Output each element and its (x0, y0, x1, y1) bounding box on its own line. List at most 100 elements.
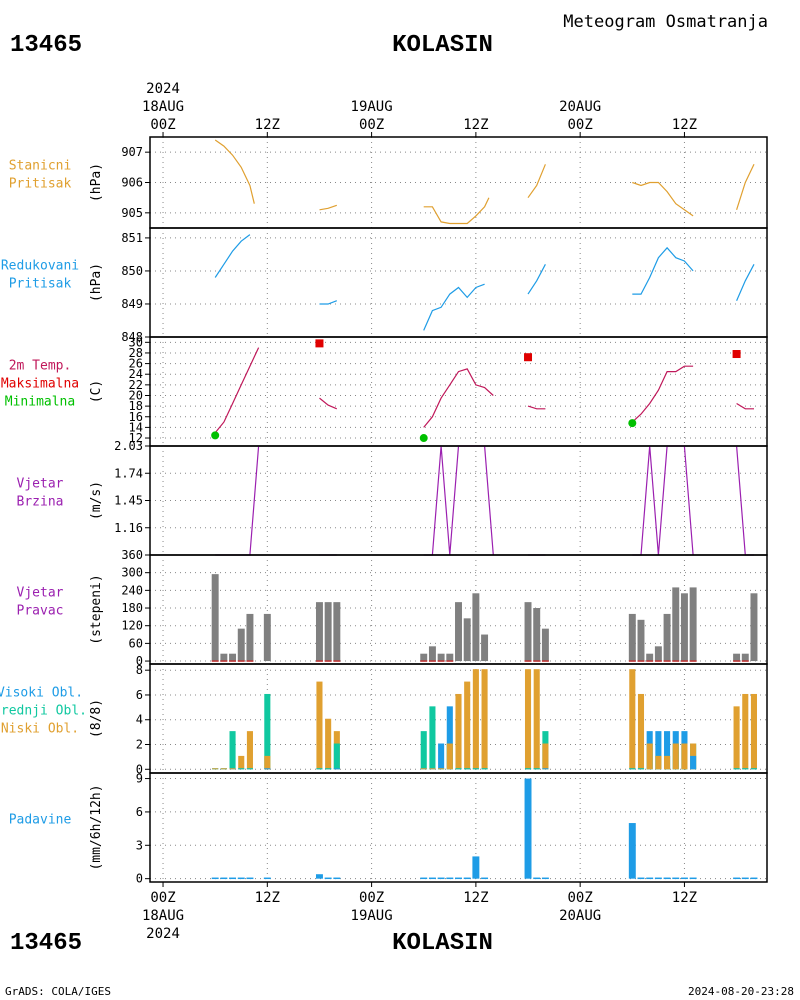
bar-precipitation (663, 877, 671, 880)
cloud-bar-high (333, 768, 340, 770)
panel-label-pressure: Pritisak (9, 177, 72, 192)
panel-frame-wind_speed (149, 445, 768, 556)
series-line-temperature (423, 368, 494, 428)
panel-label-wind_direction: Vjetar (17, 586, 64, 601)
ytick-label-wind_speed: 1.16 (114, 521, 143, 535)
cloud-bar-middle (455, 768, 462, 770)
bar-wind_direction (446, 653, 454, 662)
bar-precipitation (533, 877, 541, 880)
panel-label-temperature: 2m Temp. (9, 359, 72, 374)
cloud-bar-middle (637, 768, 645, 770)
station-id-bottom: 13465 (10, 930, 83, 957)
cloud-bar-high (542, 768, 549, 770)
bar-precipitation (689, 877, 697, 880)
min-temp-point (419, 434, 428, 443)
cloud-bar-middle (533, 768, 540, 770)
bar-precipitation (654, 877, 662, 880)
cloud-bar-high (446, 706, 453, 770)
ytick-label-cloud_cover: 6 (136, 688, 143, 702)
cloud-bar-low (742, 693, 749, 770)
cloud-bar-low (429, 768, 436, 770)
ytick-label-cloud_cover: 0 (136, 762, 143, 776)
series-line-temperature (214, 347, 260, 434)
bar-precipitation (333, 877, 341, 880)
series-line-wind_speed (423, 445, 494, 556)
ylabel-wind_speed: (m/s) (89, 481, 104, 520)
bar-precipitation (229, 877, 237, 880)
cloud-bar-middle (246, 768, 253, 770)
ylabel-precipitation: (mm/6h/12h) (89, 784, 104, 870)
cloud-bar-high (264, 768, 271, 770)
series-line-reduced_pressure (632, 246, 694, 295)
ytick-label-reduced_pressure: 849 (121, 297, 143, 311)
bar-wind_direction (211, 574, 219, 662)
series-line-reduced_pressure (319, 300, 338, 305)
cloud-bar-middle (481, 768, 488, 770)
cloud-bar-middle (264, 693, 271, 770)
ytick-label-precipitation: 9 (136, 772, 143, 786)
series-line-temperature (319, 397, 338, 410)
xtick-label-bottom: 00Z (568, 890, 593, 906)
bar-precipitation (541, 877, 549, 880)
series-line-pressure (423, 197, 490, 225)
cloud-bar-low (238, 755, 245, 770)
ytick-label-temperature: 14 (129, 420, 143, 434)
panel-frame-precipitation (149, 772, 768, 883)
bar-wind_direction (472, 593, 480, 662)
panel-wind_speed (145, 445, 768, 556)
ytick-label-wind_direction: 0 (136, 654, 143, 668)
bar-wind_direction (420, 653, 428, 662)
ytick-label-wind_direction: 240 (121, 583, 143, 597)
series-line-reduced_pressure (423, 283, 485, 331)
bar-precipitation (437, 877, 445, 880)
ytick-label-temperature: 20 (129, 388, 143, 402)
panel-label-cloud_cover: Visoki Obl. (0, 686, 83, 701)
bar-precipitation (220, 877, 228, 880)
cloud-bar-low (481, 669, 488, 770)
cloud-bar-low (446, 743, 453, 770)
bar-wind_direction (263, 613, 271, 662)
cloud-bar-middle (472, 768, 479, 770)
panel-label-wind_speed: Brzina (17, 495, 64, 510)
panel-frame-reduced_pressure (149, 227, 768, 338)
bar-precipitation (750, 877, 758, 880)
panel-label-pressure: Stanicni (9, 159, 72, 174)
ylabel-temperature: (C) (89, 380, 104, 403)
cloud-bar-middle (420, 731, 427, 770)
ytick-label-temperature: 26 (129, 357, 143, 371)
xtick-label-top: 12Z (255, 117, 280, 133)
bar-wind_direction (628, 613, 636, 662)
station-id-top: 13465 (10, 32, 83, 59)
cloud-bar-middle (750, 768, 758, 770)
bar-precipitation (428, 877, 436, 880)
day-label-bottom: 18AUG (142, 908, 184, 924)
cloud-bar-low (524, 669, 532, 770)
cloud-bar-low (629, 669, 636, 770)
bar-precipitation (637, 877, 645, 880)
cloud-bar-middle (238, 768, 245, 770)
ytick-label-wind_direction: 300 (121, 566, 143, 580)
day-label-bottom: 19AUG (351, 908, 393, 924)
day-label-bottom: 20AUG (559, 908, 601, 924)
panel-wind_direction (145, 554, 768, 665)
bar-precipitation (463, 877, 471, 880)
cloud-bar-low (438, 768, 445, 770)
cloud-bar-low (316, 681, 323, 770)
bar-precipitation (315, 874, 323, 879)
bar-wind_direction (663, 613, 671, 662)
cloud-bar-low (464, 681, 471, 770)
ytick-label-wind_speed: 1.74 (114, 466, 143, 480)
cloud-bar-low (455, 693, 462, 770)
max-temp-point (732, 350, 741, 359)
bar-wind_direction (324, 602, 332, 662)
series-line-wind_speed (215, 445, 260, 556)
cloud-bar-middle (742, 768, 749, 770)
cloud-bar-low (472, 669, 479, 770)
year-label-top: 2024 (146, 81, 180, 97)
bar-wind_direction (750, 593, 758, 662)
panel-reduced_pressure (145, 227, 768, 338)
bar-wind_direction (741, 653, 749, 662)
bar-precipitation (237, 877, 245, 880)
bar-wind_direction (428, 646, 436, 662)
ytick-label-wind_speed: 1.45 (114, 494, 143, 508)
